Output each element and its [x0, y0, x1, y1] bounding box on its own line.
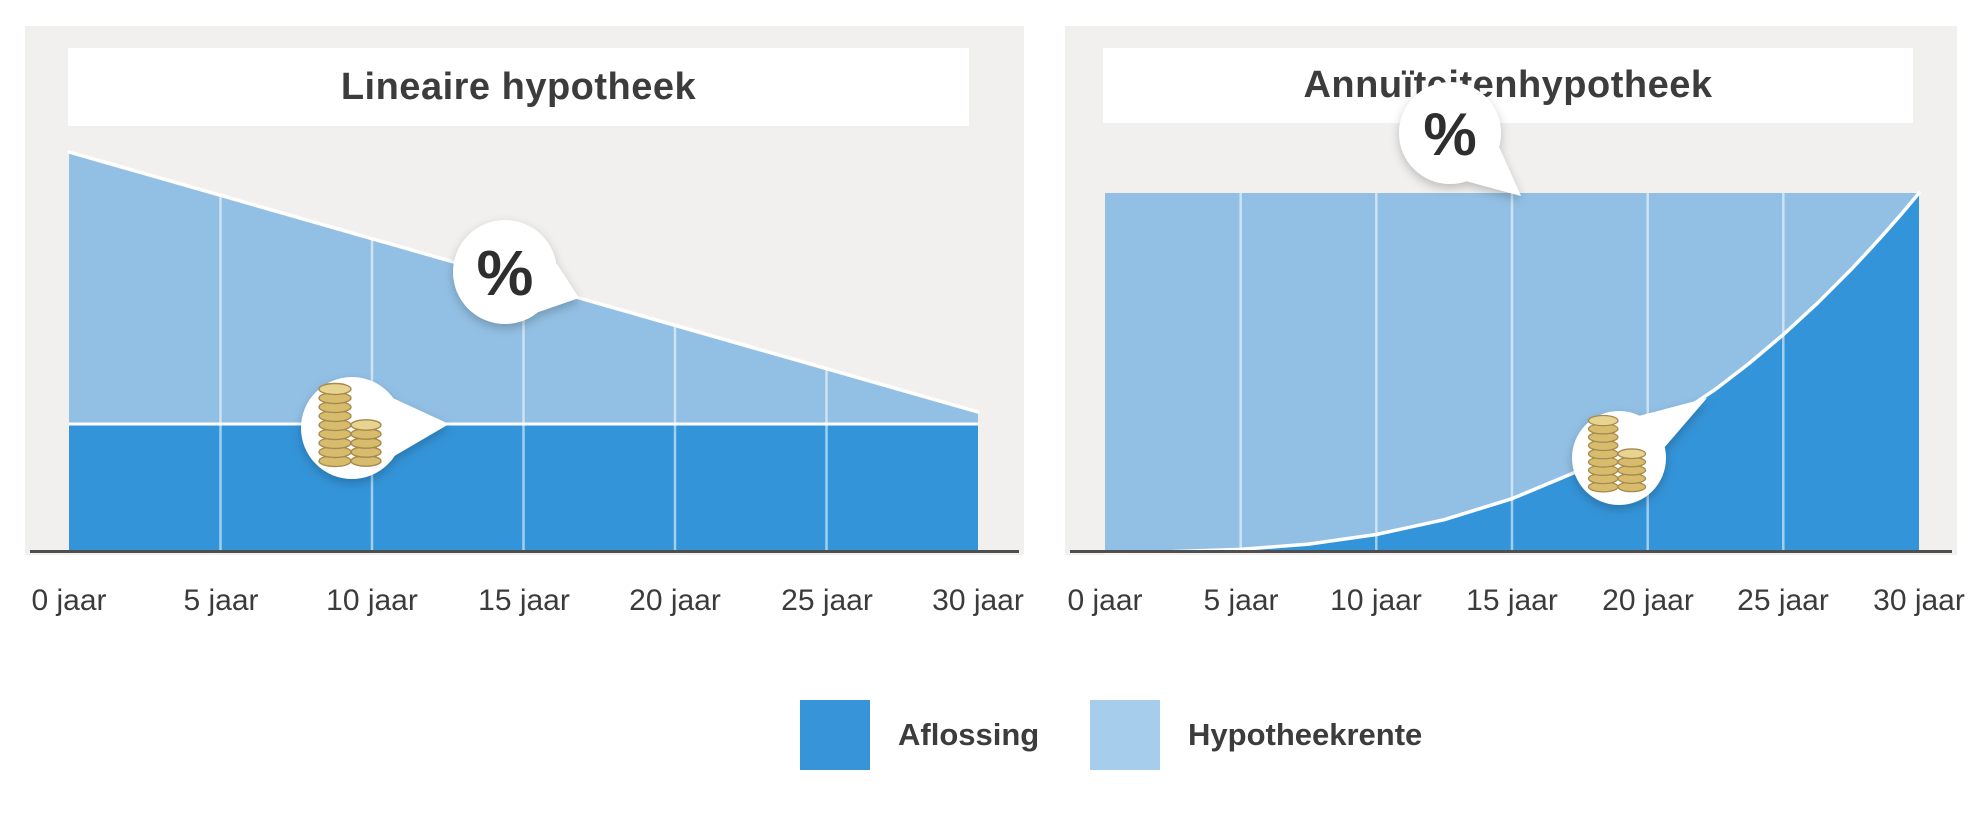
- legend-label-aflossing: Aflossing: [898, 717, 1040, 752]
- linear-chart-title-box: Lineaire hypotheek: [68, 48, 969, 126]
- percent-icon: %: [477, 237, 534, 309]
- linear-chart: %: [67, 150, 980, 552]
- linear-tick-15jaar: 15 jaar: [478, 584, 570, 617]
- linear-tick-25jaar: 25 jaar: [781, 584, 873, 617]
- linear-chart-title: Lineaire hypotheek: [340, 66, 697, 108]
- linear-tick-5jaar: 5 jaar: [183, 584, 259, 617]
- annuity-tick-10jaar: 10 jaar: [1330, 584, 1422, 617]
- annuity-tick-0jaar: 0 jaar: [1067, 584, 1143, 617]
- annuity-chart-title-box: Annuïteitenhypotheek: [1103, 48, 1913, 123]
- percent-badge: %: [1399, 82, 1521, 196]
- linear-tick-0jaar: 0 jaar: [31, 584, 107, 617]
- annuity-tick-5jaar: 5 jaar: [1203, 584, 1279, 617]
- annuity-chart-title: Annuïteitenhypotheek: [1303, 64, 1713, 106]
- coins-badge: [1572, 398, 1707, 505]
- annuity-chart: %: [1103, 82, 1921, 554]
- annuity-repayment-area: [1105, 193, 1919, 552]
- linear-x-axis: [30, 550, 1019, 553]
- linear-tick-10jaar: 10 jaar: [326, 584, 418, 617]
- annuity-tick-30jaar: 30 jaar: [1873, 584, 1965, 617]
- annuity-tick-25jaar: 25 jaar: [1737, 584, 1829, 617]
- legend-label-hypotheekrente: Hypotheekrente: [1188, 717, 1423, 752]
- legend-swatch-hypotheekrente: [1090, 700, 1160, 770]
- annuity-tick-20jaar: 20 jaar: [1602, 584, 1694, 617]
- linear-tick-30jaar: 30 jaar: [932, 584, 1024, 617]
- coins-badge: [301, 377, 449, 479]
- linear-tick-20jaar: 20 jaar: [629, 584, 721, 617]
- annuity-tick-15jaar: 15 jaar: [1466, 584, 1558, 617]
- percent-icon: %: [1423, 101, 1476, 168]
- legend-swatch-aflossing: [800, 700, 870, 770]
- percent-badge: %: [453, 220, 579, 324]
- annuity-x-axis: [1070, 550, 1952, 553]
